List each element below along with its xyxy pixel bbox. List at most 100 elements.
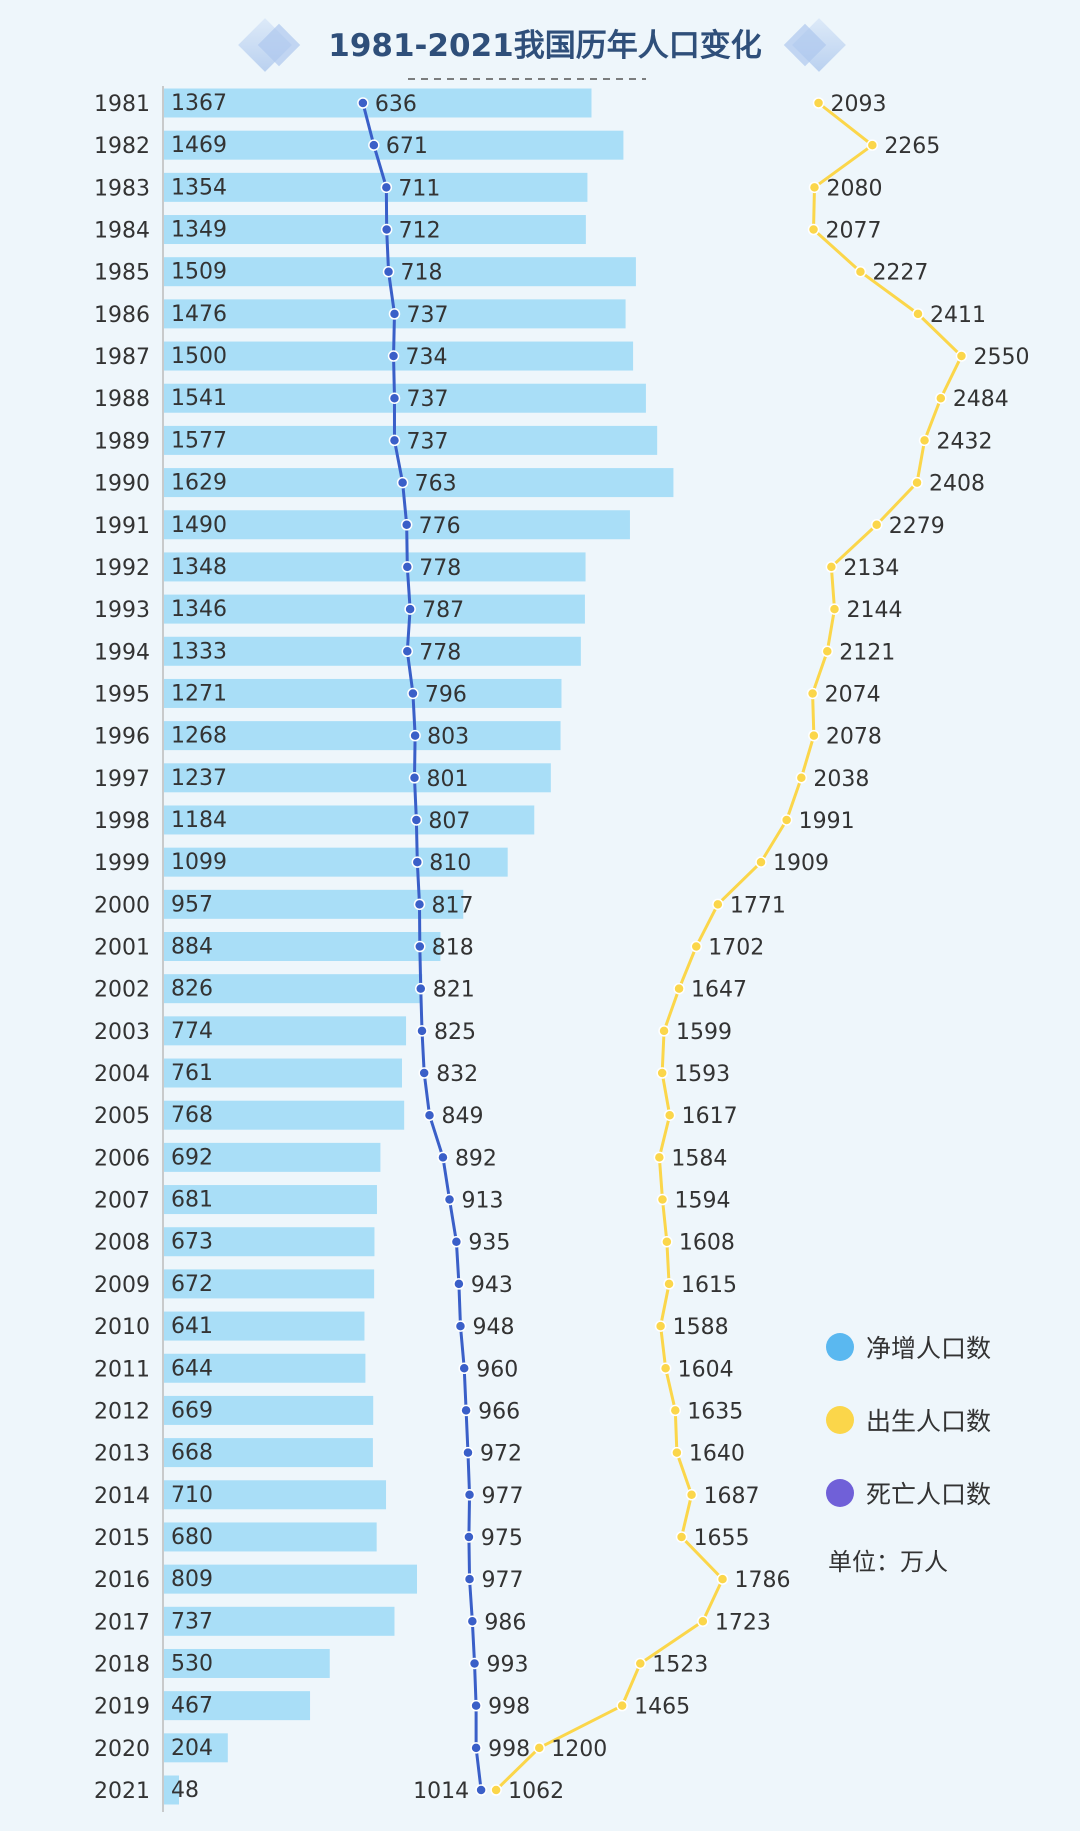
bar-1997	[164, 763, 551, 793]
death-label-2008: 935	[468, 1231, 510, 1256]
death-point-2010	[454, 1320, 467, 1332]
birth-point-1984	[807, 223, 820, 236]
bar-2019	[164, 1691, 311, 1721]
birth-label-2007: 1594	[674, 1189, 730, 1214]
birth-label-1986: 2411	[930, 303, 986, 328]
birth-label-2009: 1615	[681, 1273, 737, 1298]
net-increase-bars	[164, 88, 674, 1805]
birth-label-1983: 2080	[826, 176, 882, 201]
birth-label-2016: 1786	[735, 1568, 791, 1593]
year-label-1983: 1983	[94, 176, 150, 201]
death-point-2019	[470, 1699, 482, 1712]
birth-label-2015: 1655	[694, 1526, 750, 1551]
birth-point-2008	[661, 1235, 673, 1248]
birth-label-1987: 2550	[973, 345, 1029, 370]
year-label-1995: 1995	[94, 682, 150, 707]
legend-label-net: 净增人口数	[866, 1334, 991, 1363]
year-label-1999: 1999	[94, 851, 150, 876]
death-label-1984: 712	[399, 219, 441, 244]
death-label-2021: 1014	[413, 1779, 469, 1804]
death-label-2017: 986	[484, 1610, 526, 1635]
death-label-2002: 821	[433, 978, 475, 1003]
year-label-1987: 1987	[94, 345, 150, 370]
death-point-2016	[463, 1573, 476, 1585]
net-label-2012: 669	[171, 1398, 213, 1423]
year-label-2009: 2009	[94, 1273, 150, 1298]
death-label-1998: 807	[428, 809, 470, 834]
net-label-1991: 1490	[171, 513, 227, 538]
bar-2021	[164, 1775, 180, 1805]
chart-title: 1981-2021我国历年人口变化	[328, 28, 761, 64]
birth-point-1987	[955, 350, 968, 362]
death-label-1992: 778	[419, 556, 461, 581]
year-label-2017: 2017	[94, 1610, 150, 1635]
death-label-2001: 818	[432, 936, 474, 961]
year-label-1985: 1985	[94, 261, 150, 286]
net-label-2007: 681	[171, 1188, 213, 1213]
bar-2004	[164, 1058, 402, 1088]
legend-swatch-net	[826, 1333, 854, 1361]
legend: 净增人口数 出生人口数 死亡人口数 单位：万人	[826, 1333, 991, 1576]
death-point-2018	[468, 1657, 481, 1670]
net-label-2005: 768	[171, 1103, 213, 1128]
net-label-1995: 1271	[171, 681, 227, 706]
bar-1984	[164, 215, 586, 245]
net-label-2020: 204	[171, 1736, 213, 1761]
net-label-1986: 1476	[171, 302, 227, 327]
birth-point-2009	[663, 1278, 675, 1290]
year-label-2006: 2006	[94, 1146, 150, 1171]
death-label-1995: 796	[425, 682, 467, 707]
net-label-2019: 467	[171, 1694, 213, 1719]
birth-point-1996	[808, 729, 820, 742]
death-label-2011: 960	[476, 1357, 518, 1382]
birth-label-1997: 2038	[813, 767, 869, 792]
death-label-1990: 763	[415, 472, 457, 497]
net-label-1985: 1509	[171, 260, 227, 285]
year-label-1988: 1988	[94, 387, 150, 412]
death-label-2015: 975	[481, 1526, 523, 1551]
bar-1995	[164, 678, 562, 708]
birth-label-1985: 2227	[872, 261, 928, 286]
death-point-1982	[368, 139, 380, 151]
bar-2001	[164, 932, 441, 961]
death-point-2021	[475, 1784, 487, 1796]
death-label-2006: 892	[455, 1146, 497, 1171]
death-point-2006	[437, 1151, 449, 1164]
bar-2006	[164, 1142, 381, 1172]
birth-point-1997	[795, 772, 808, 784]
birth-label-2020: 1200	[551, 1737, 607, 1762]
birth-point-2001	[690, 940, 703, 953]
bar-1998	[164, 805, 535, 835]
bar-1989	[164, 425, 658, 455]
death-label-1997: 801	[426, 767, 468, 792]
birth-label-2002: 1647	[691, 978, 747, 1003]
bar-1994	[164, 636, 581, 666]
net-label-1999: 1099	[171, 850, 227, 875]
death-point-2020	[470, 1742, 482, 1754]
year-label-1992: 1992	[94, 556, 150, 581]
birth-label-1994: 2121	[839, 640, 895, 665]
death-label-1993: 787	[422, 598, 464, 623]
legend-label-birth: 出生人口数	[866, 1407, 991, 1436]
year-label-1996: 1996	[94, 725, 150, 750]
year-label-2005: 2005	[94, 1104, 150, 1129]
birth-point-2003	[658, 1025, 670, 1037]
birth-point-1992	[825, 561, 838, 573]
death-point-1981	[357, 97, 369, 109]
death-point-1994	[401, 645, 414, 658]
death-point-1985	[382, 265, 395, 278]
net-label-1988: 1541	[171, 386, 227, 411]
year-label-1993: 1993	[94, 598, 150, 623]
bar-1985	[164, 257, 636, 287]
year-label-2004: 2004	[94, 1062, 150, 1087]
legend-label-death: 死亡人口数	[866, 1480, 991, 1509]
death-label-1991: 776	[419, 514, 461, 539]
net-label-1996: 1268	[171, 724, 227, 749]
net-label-2014: 710	[171, 1483, 213, 1508]
year-label-2007: 2007	[94, 1189, 150, 1214]
birth-point-1994	[821, 645, 834, 658]
birth-label-2013: 1640	[689, 1442, 745, 1467]
year-label-2008: 2008	[94, 1231, 150, 1256]
death-label-2009: 943	[471, 1273, 513, 1298]
